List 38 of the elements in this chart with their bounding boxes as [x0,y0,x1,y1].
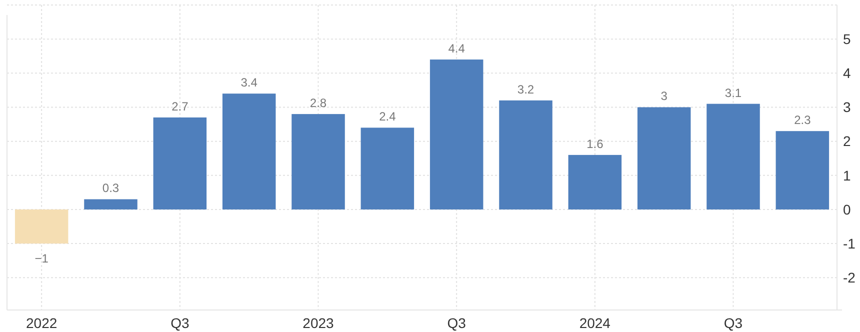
data-label: 3 [660,89,668,104]
y-tick-label: -2 [843,270,856,286]
data-label: 2.4 [379,110,396,124]
bar [499,100,552,210]
y-tick-label: -1 [843,235,856,252]
bar [776,131,830,210]
data-label: 0.3 [102,181,120,196]
data-label: 3.4 [240,76,258,90]
bar [430,60,484,210]
bar [292,114,345,210]
data-label: 2.8 [310,96,327,110]
data-label: 1.6 [586,136,604,151]
bar [360,128,414,210]
data-label: 4.4 [448,42,466,56]
y-tick-label: 1 [843,167,851,184]
bar [222,94,276,210]
y-tick-label: 2 [843,133,851,150]
x-tick-label: Q3 [447,315,466,331]
data-label: −1 [34,252,49,266]
y-tick-label: 5 [843,30,851,47]
bar [153,117,207,210]
bar [84,199,138,210]
x-tick-label: 2024 [579,315,611,331]
bar [568,154,622,210]
data-label: 2.7 [172,99,189,114]
x-tick-label: 2023 [302,315,334,331]
x-tick-label: 2022 [26,315,58,331]
y-tick-label: 0 [843,201,851,218]
y-tick-label: 3 [843,99,851,116]
bar [637,107,691,210]
y-tick-label: 4 [843,65,851,82]
data-label: 3.2 [517,82,534,96]
bar [706,104,760,210]
bar [14,209,68,244]
x-tick-label: Q3 [170,315,190,331]
data-label: 2.3 [794,113,812,128]
data-label: 3.1 [724,86,742,100]
x-tick-label: Q3 [724,315,743,331]
